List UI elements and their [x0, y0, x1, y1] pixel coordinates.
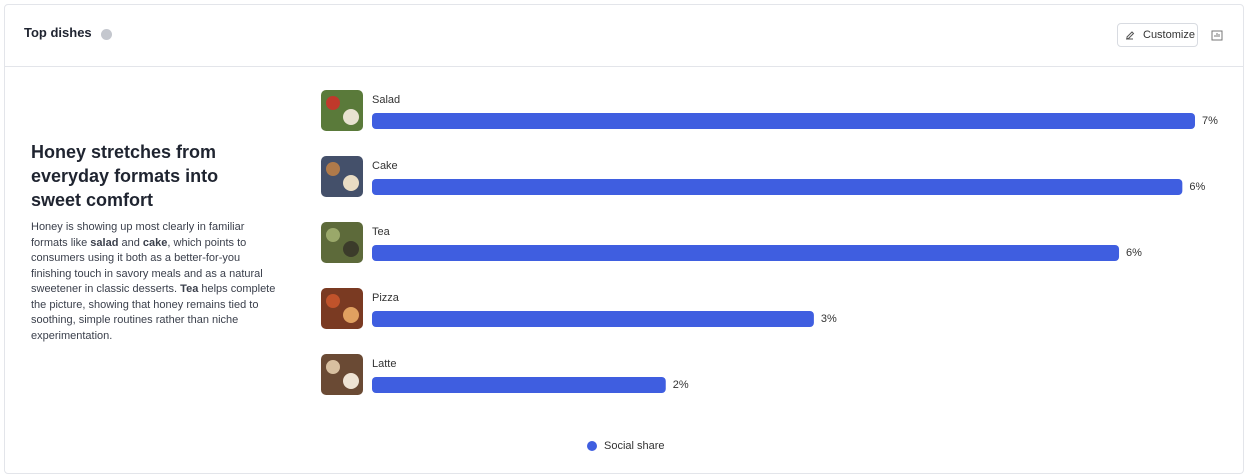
edit-icon: [1126, 31, 1135, 40]
value-label: 6%: [1126, 247, 1142, 259]
thumbnail-detail: [326, 96, 340, 110]
thumbnail: [321, 288, 363, 329]
thumbnail-detail: [326, 228, 340, 242]
value-label: 3%: [821, 313, 837, 325]
category-label: Latte: [372, 358, 396, 370]
thumbnail-detail: [343, 307, 359, 323]
bar: [372, 377, 666, 393]
text: helps complete the picture, showing that…: [31, 283, 276, 342]
bar: [372, 113, 1195, 129]
info-icon[interactable]: [101, 29, 112, 40]
emphasis: cake: [142, 236, 168, 249]
thumbnail-detail: [326, 294, 340, 308]
card-header: Top dishes Customize: [5, 5, 1243, 67]
bar: [372, 311, 814, 327]
value-label: 6%: [1189, 181, 1205, 193]
thumbnail: [321, 222, 363, 263]
customize-button[interactable]: Customize: [1117, 23, 1198, 47]
thumbnail: [321, 90, 363, 131]
insight-heading: Honey stretches from everyday formats in…: [31, 142, 219, 210]
thumbnail-detail: [326, 360, 340, 374]
thumbnail-detail: [343, 241, 359, 257]
thumbnail-detail: [326, 162, 340, 176]
category-label: Pizza: [372, 292, 400, 304]
thumbnail: [321, 156, 363, 197]
card-title: Top dishes: [24, 25, 92, 40]
bar: [372, 245, 1120, 261]
text: and: [118, 236, 143, 249]
legend-marker: [587, 441, 597, 451]
thumbnail-detail: [343, 373, 359, 389]
bar: [372, 179, 1183, 195]
category-label: Tea: [372, 226, 391, 238]
emphasis: Tea: [180, 283, 199, 295]
legend-label: Social share: [604, 440, 665, 452]
button-label: Customize: [1143, 29, 1195, 41]
emphasis: salad: [90, 236, 119, 249]
thumbnail-detail: [343, 175, 359, 191]
insight-body: Honey is showing up most clearly in fami…: [31, 220, 281, 344]
value-label: 7%: [1202, 115, 1218, 127]
text: , which points to consumers using it bot…: [31, 236, 263, 296]
value-label: 2%: [673, 379, 689, 391]
card: Top dishes Customize Honey stretches fro…: [4, 4, 1244, 474]
thumbnail-detail: [343, 109, 359, 125]
category-label: Cake: [372, 160, 398, 172]
category-label: Salad: [372, 94, 400, 106]
thumbnail: [321, 354, 363, 395]
text: Honey is showing up most clearly in fami…: [31, 221, 245, 249]
export-icon[interactable]: [1211, 28, 1223, 41]
